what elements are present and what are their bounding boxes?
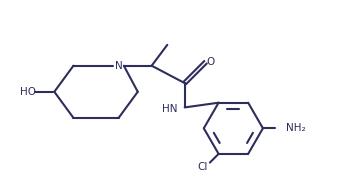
Text: Cl: Cl xyxy=(198,162,208,172)
Text: HN: HN xyxy=(162,104,178,114)
Text: HO: HO xyxy=(20,87,36,97)
Text: NH₂: NH₂ xyxy=(285,123,305,133)
Text: O: O xyxy=(207,57,215,67)
Text: N: N xyxy=(115,61,122,71)
